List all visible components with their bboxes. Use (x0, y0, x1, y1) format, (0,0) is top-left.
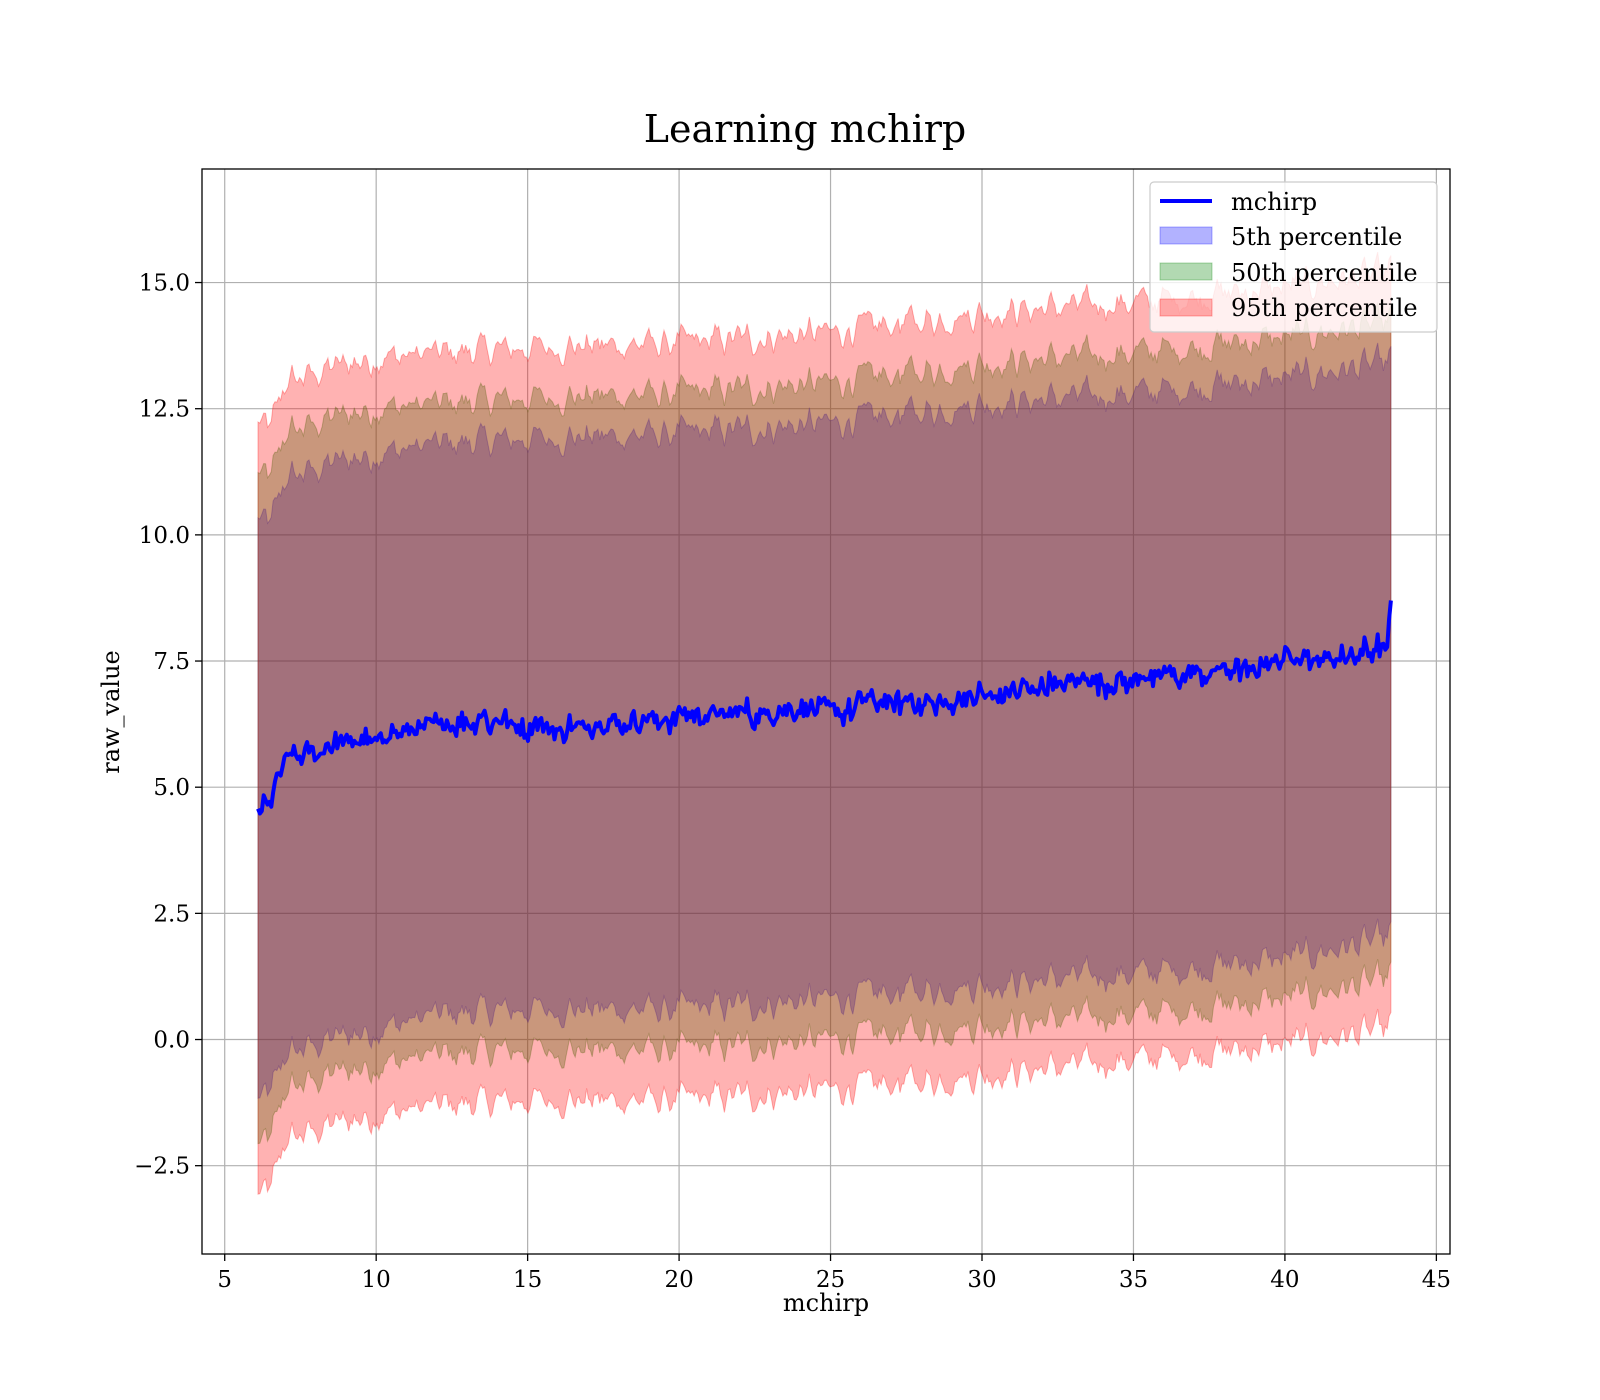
chart-title: Learning mchirp (644, 107, 966, 151)
legend-label-mchirp: mchirp (1231, 188, 1317, 216)
legend-label-50th: 50th percentile (1231, 259, 1418, 287)
legend-label-95th: 95th percentile (1231, 294, 1418, 322)
series-line-mchirp (256, 600, 1393, 816)
x-tick-label: 15 (513, 1267, 542, 1293)
band-95th (257, 251, 1392, 1195)
band-5th (257, 342, 1392, 1099)
y-tick-label: 0.0 (153, 1028, 190, 1054)
y-tick-label: 5.0 (153, 775, 190, 801)
x-axis-ticks: 5 10 15 20 25 30 35 40 45 (217, 1254, 1451, 1293)
legend: mchirp 5th percentile 50th percentile 95… (1149, 181, 1438, 333)
grid (202, 169, 1450, 1254)
y-tick-label: 15.0 (139, 271, 190, 297)
y-tick-label: 10.0 (139, 523, 190, 549)
x-tick-label: 25 (816, 1267, 845, 1293)
band-50th (257, 302, 1392, 1145)
legend-swatch-95th (1159, 298, 1213, 317)
y-tick-label: 7.5 (153, 649, 190, 675)
legend-swatch-50th (1159, 262, 1213, 281)
x-tick-label: 35 (1119, 1267, 1148, 1293)
x-tick-label: 40 (1270, 1267, 1299, 1293)
x-tick-label: 10 (362, 1267, 391, 1293)
legend-box (1149, 181, 1438, 333)
plot-frame (201, 168, 1451, 1255)
percentile-bands (257, 251, 1392, 1195)
x-tick-label: 5 (217, 1267, 232, 1293)
y-axis-ticks: −2.5 0.0 2.5 5.0 7.5 10.0 12.5 15.0 (134, 271, 202, 1180)
x-tick-label: 20 (664, 1267, 693, 1293)
y-tick-label: 12.5 (139, 397, 190, 423)
y-tick-label: −2.5 (134, 1154, 190, 1180)
x-axis-label: mchirp (783, 1289, 869, 1317)
legend-swatch-5th (1159, 226, 1213, 245)
x-tick-label: 30 (967, 1267, 996, 1293)
legend-label-5th: 5th percentile (1231, 223, 1402, 251)
series-lines (256, 600, 1393, 816)
x-tick-label: 45 (1422, 1267, 1451, 1293)
y-axis-label: raw_value (97, 650, 125, 774)
y-tick-label: 2.5 (153, 901, 190, 927)
